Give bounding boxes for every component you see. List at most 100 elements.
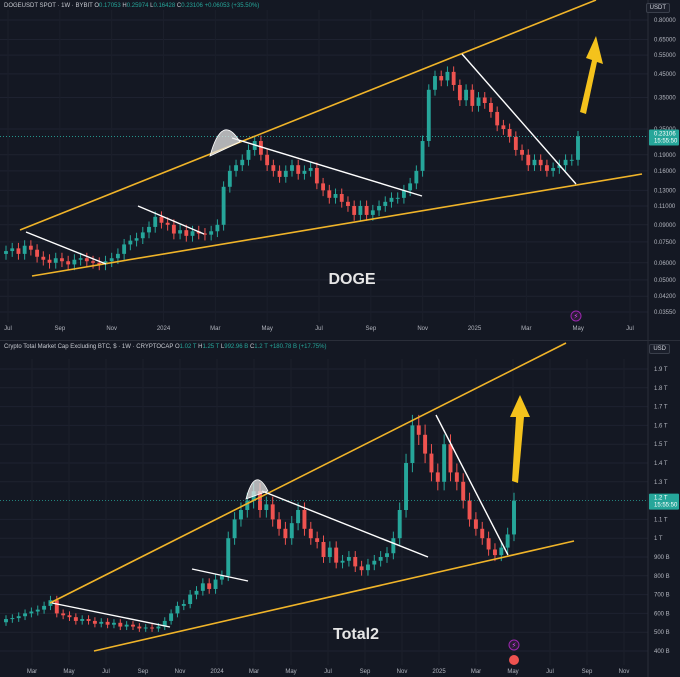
candle-body bbox=[105, 621, 110, 625]
doge-h-value: 0.25974 bbox=[126, 3, 149, 9]
candle-body bbox=[512, 500, 516, 535]
doge-chart-svg[interactable]: 0.800000.650000.550000.450000.350000.250… bbox=[0, 0, 680, 340]
last-price-value: 1.2 T bbox=[654, 496, 668, 502]
candle-body bbox=[42, 605, 47, 610]
candle-body bbox=[551, 167, 556, 171]
x-tick-label: Jul bbox=[546, 669, 554, 675]
candle-body bbox=[53, 258, 58, 263]
total2-chart-panel: 1.9 T 1.8 T 1.7 T 1.6 T 1.5 T 1.4 T 1.3 T 1.1 T… bbox=[0, 340, 680, 677]
chart-watermark: DOGE bbox=[328, 271, 375, 288]
candle-body bbox=[470, 89, 475, 106]
candle-body bbox=[277, 170, 282, 177]
y-tick-label: 1 T bbox=[654, 536, 663, 542]
candle-body bbox=[84, 258, 89, 262]
candle-body bbox=[190, 231, 195, 236]
y-tick-label: 0.06000 bbox=[654, 261, 676, 267]
candle-body bbox=[507, 129, 512, 137]
y-tick-label: 0.03550 bbox=[654, 310, 676, 316]
top-arc-marker bbox=[209, 129, 241, 157]
candle-body bbox=[209, 231, 214, 235]
x-tick-label: May bbox=[507, 669, 518, 675]
candle-body bbox=[35, 249, 40, 257]
downtrend-line bbox=[25, 231, 107, 265]
x-tick-label: Sep bbox=[138, 669, 149, 675]
candle-body bbox=[314, 167, 319, 184]
top-arc-marker bbox=[245, 479, 269, 500]
doge-change: +0.06053 (+35.50%) bbox=[204, 3, 260, 9]
up-arrow-icon bbox=[510, 395, 530, 483]
total2-o-value: 1.02 T bbox=[179, 344, 197, 350]
candle-body bbox=[67, 615, 72, 618]
candle-body bbox=[29, 611, 34, 614]
candle-body bbox=[358, 205, 363, 215]
x-tick-label: Nov bbox=[417, 326, 428, 332]
y-tick-label: 0.05000 bbox=[654, 278, 676, 284]
candle-body bbox=[473, 519, 478, 529]
chart-watermark: Total2 bbox=[333, 626, 379, 643]
candle-body bbox=[92, 620, 97, 624]
candle-body bbox=[569, 159, 574, 161]
lightning-glyph: ⚡ bbox=[574, 313, 579, 321]
candle-body bbox=[122, 244, 127, 254]
candle-body bbox=[414, 170, 419, 184]
candle-body bbox=[435, 472, 440, 482]
candle-body bbox=[265, 154, 270, 166]
candle-body bbox=[302, 510, 307, 529]
candle-body bbox=[111, 622, 116, 625]
candle-body bbox=[389, 197, 394, 202]
candle-body bbox=[124, 624, 129, 627]
doge-h-label: H bbox=[122, 3, 127, 9]
x-tick-label: Nov bbox=[619, 669, 630, 675]
candle-body bbox=[283, 528, 288, 539]
candle-body bbox=[423, 434, 428, 454]
candle-body bbox=[246, 149, 251, 160]
candle-body bbox=[61, 613, 66, 616]
x-tick-label: Mar bbox=[210, 326, 220, 332]
y-tick-label: 1.9 T bbox=[654, 367, 668, 373]
candle-body bbox=[10, 618, 15, 620]
candle-body bbox=[147, 226, 151, 233]
x-tick-label: 2025 bbox=[432, 669, 446, 675]
candle-body bbox=[66, 261, 71, 265]
candle-body bbox=[416, 425, 421, 435]
candle-body bbox=[442, 444, 447, 482]
candle-body bbox=[91, 261, 95, 263]
x-tick-label: May bbox=[285, 669, 296, 675]
y-tick-label: 0.35000 bbox=[654, 95, 676, 101]
doge-l-value: 0.16428 bbox=[153, 3, 176, 9]
candle-body bbox=[103, 261, 108, 265]
candle-body bbox=[461, 481, 466, 501]
candle-body bbox=[97, 262, 102, 265]
candle-body bbox=[264, 504, 269, 510]
y-tick-label: 0.55000 bbox=[654, 53, 676, 59]
candle-body bbox=[395, 197, 400, 199]
candle-body bbox=[352, 205, 357, 215]
candle-body bbox=[464, 89, 469, 101]
candle-body bbox=[501, 125, 506, 130]
x-tick-label: Jul bbox=[626, 326, 634, 332]
candle-body bbox=[227, 170, 232, 187]
candle-body bbox=[457, 84, 462, 101]
candle-body bbox=[156, 626, 161, 629]
total2-chart-svg[interactable]: 1.9 T 1.8 T 1.7 T 1.6 T 1.5 T 1.4 T 1.3 T 1.1 T… bbox=[0, 341, 680, 677]
candle-body bbox=[489, 103, 493, 112]
candle-body bbox=[234, 165, 238, 171]
candle-body bbox=[188, 594, 193, 604]
downtrend-line bbox=[137, 205, 205, 235]
total2-currency-badge[interactable]: USD bbox=[649, 344, 670, 354]
candle-body bbox=[557, 165, 562, 168]
doge-legend: DOGEUSDT SPOT · 1W · BYBIT O0.17053 H0.2… bbox=[4, 3, 259, 9]
candle-body bbox=[200, 583, 205, 591]
doge-chart-panel: 0.800000.650000.550000.450000.350000.250… bbox=[0, 0, 680, 340]
x-tick-label: Mar bbox=[521, 326, 531, 332]
doge-symbol: DOGEUSDT SPOT · 1W · BYBIT bbox=[4, 3, 93, 9]
resistance-line bbox=[19, 0, 597, 231]
total2-l-label: L bbox=[220, 344, 225, 350]
candle-body bbox=[194, 590, 199, 595]
candle-body bbox=[153, 216, 158, 227]
y-tick-label: 800 B bbox=[654, 574, 670, 580]
candle-body bbox=[296, 510, 301, 524]
x-tick-label: Nov bbox=[175, 669, 186, 675]
candle-body bbox=[213, 579, 218, 589]
doge-currency-badge[interactable]: USDT bbox=[645, 3, 670, 13]
